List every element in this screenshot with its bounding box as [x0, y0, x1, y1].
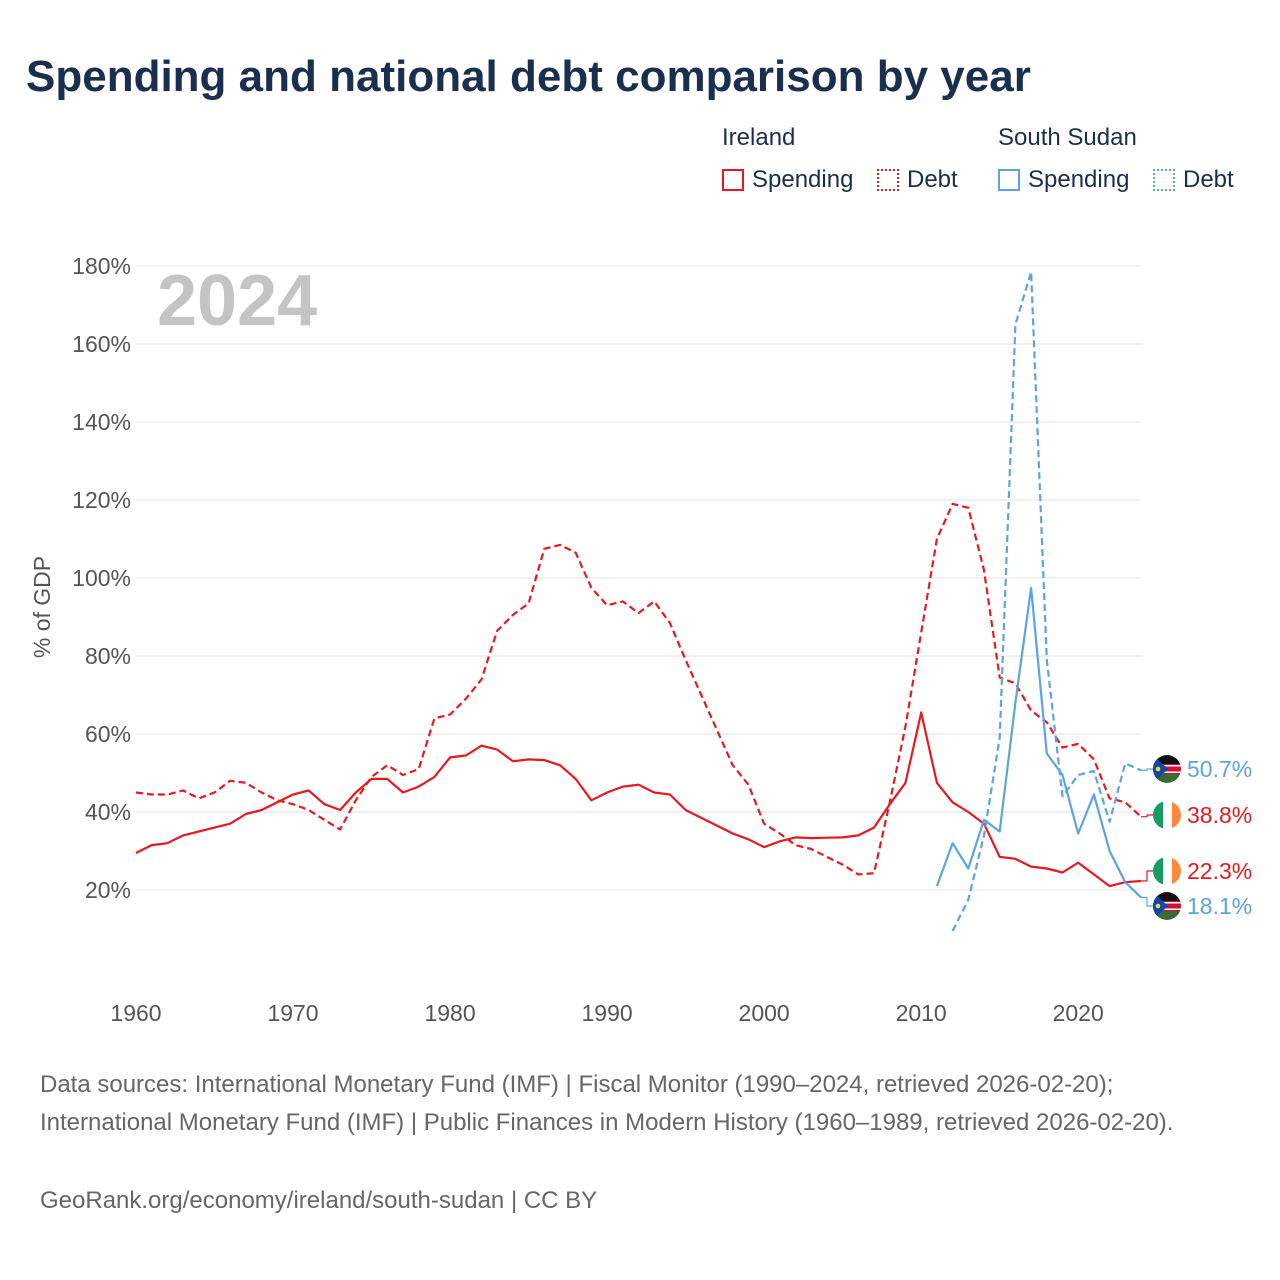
series-line-ireland-spending — [135, 711, 1142, 888]
ireland-flag-icon — [1153, 801, 1181, 829]
end-value-label: 50.7% — [1187, 756, 1252, 782]
y-axis-label: % of GDP — [29, 556, 55, 658]
legend-south-sudan-debt-label: Debt — [1183, 166, 1234, 193]
series-line-south-sudan-debt — [951, 270, 1142, 932]
end-value-label: 38.8% — [1187, 802, 1252, 828]
end-label-leader — [1141, 896, 1153, 907]
series-line-south-sudan-spending — [935, 586, 1142, 899]
x-tick-label: 1970 — [267, 1000, 318, 1026]
legend-south-sudan-spending-label: Spending — [1028, 166, 1130, 193]
y-tick-label: 40% — [85, 799, 131, 825]
series-line-ireland-debt — [135, 502, 1142, 876]
line-chart: 20% 40% 60% 80% 100% 120% 140% 160% 180% 1960 1970… — [29, 253, 1252, 1026]
legend-ireland-debt[interactable]: Debt — [877, 166, 958, 194]
dotted-line-swatch-icon — [1153, 169, 1175, 191]
data-sources-note: Data sources: International Monetary Fun… — [40, 1071, 1174, 1136]
end-value-label: 18.1% — [1187, 893, 1252, 919]
south-sudan-flag-icon — [1153, 755, 1181, 783]
y-tick-label: 140% — [72, 409, 131, 435]
y-tick-label: 180% — [72, 253, 131, 279]
x-tick-label: 1990 — [582, 1000, 633, 1026]
year-watermark: 2024 — [157, 261, 317, 341]
legend-south-sudan-spending[interactable]: Spending — [998, 166, 1129, 194]
y-tick-label: 80% — [85, 643, 131, 669]
y-tick-label: 100% — [72, 565, 131, 591]
credit-link[interactable]: GeoRank.org/economy/ireland/south-sudan … — [40, 1187, 598, 1214]
legend-ireland-spending-label: Spending — [752, 166, 854, 193]
y-tick-label: 60% — [85, 721, 131, 747]
y-tick-label: 20% — [85, 877, 131, 903]
solid-line-swatch-icon — [722, 169, 744, 191]
chart-title: Spending and national debt comparison by… — [26, 52, 1031, 101]
x-tick-label: 2020 — [1053, 1000, 1104, 1026]
dotted-line-swatch-icon — [877, 169, 899, 191]
ireland-flag-icon — [1153, 857, 1181, 885]
solid-line-swatch-icon — [998, 169, 1020, 191]
end-value-label: 22.3% — [1187, 858, 1252, 884]
legend-ireland-debt-label: Debt — [907, 166, 958, 193]
x-tick-label: 1980 — [424, 1000, 475, 1026]
x-tick-label: 1960 — [110, 1000, 161, 1026]
south-sudan-flag-icon — [1153, 892, 1181, 920]
legend-ireland-title: Ireland — [722, 124, 796, 151]
legend-ireland-spending[interactable]: Spending — [722, 166, 853, 194]
x-tick-label: 2000 — [739, 1000, 790, 1026]
y-tick-label: 120% — [72, 487, 131, 513]
end-label-leader — [1141, 768, 1153, 771]
y-tick-label: 160% — [72, 331, 131, 357]
legend-south-sudan-title: South Sudan — [998, 124, 1137, 151]
x-tick-label: 2010 — [896, 1000, 947, 1026]
end-label-leader — [1141, 870, 1153, 882]
legend-south-sudan-debt[interactable]: Debt — [1153, 166, 1234, 194]
end-label-leader — [1141, 814, 1153, 818]
